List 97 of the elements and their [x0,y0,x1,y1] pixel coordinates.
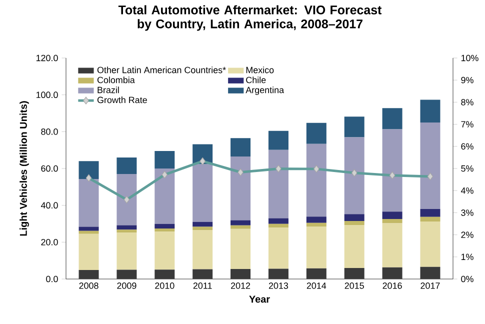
bar [420,122,440,210]
y2-tick-label: 3% [461,210,474,216]
bar [306,122,326,144]
y-tick-label: 100.0 [36,92,58,98]
bar [344,268,364,279]
legend-label: Growth Rate [97,96,147,104]
bar [78,226,99,231]
y2-tick-label: 9% [461,76,474,84]
bar [230,225,251,229]
bar [154,224,175,229]
bar [268,224,288,228]
bar [116,232,137,270]
bar [116,225,137,230]
y2-tick-label: 2% [461,232,474,238]
bar [78,230,99,234]
y-axis-title: Light Vehicles (Million Units) [20,101,29,236]
y2-tick-label: 5% [461,165,474,172]
bar [192,222,213,227]
bar [154,168,175,224]
bar [382,212,402,219]
x-tick-label: 2008 [79,282,98,289]
bar [116,157,137,174]
bar [192,269,213,279]
bar [192,226,213,230]
bar [192,164,213,222]
bar [420,100,440,122]
bar [116,230,137,233]
bar [420,266,440,279]
bar [78,270,99,279]
x-tick-label: 2016 [382,282,402,289]
bar [116,270,137,279]
x-tick-label: 2013 [268,282,288,289]
x-axis-title: Year [249,296,270,303]
x-tick-label: 2015 [344,282,364,289]
y-tick-label: 40.0 [40,202,58,209]
bar [192,230,213,270]
bar [230,138,251,157]
bar [154,228,175,232]
y-tick-label: 120.0 [36,54,58,62]
y2-tick-label: 7% [461,121,474,128]
x-tick-label: 2012 [231,282,250,289]
bar [268,130,288,150]
bar [268,228,288,269]
y2-tick-label: 1% [461,254,474,260]
chart-title: Total Automotive Aftermarket: VIO Forecast by Country, Latin America, 2008–2017 [118,5,382,31]
legend-label: Other Latin American Countries* [97,66,226,74]
bar [306,222,326,227]
bar [306,226,326,268]
y-tick-label: 20.0 [41,238,58,246]
bar [382,218,402,224]
bar [306,268,326,279]
bar [420,216,440,222]
bar [154,270,175,279]
x-tick-label: 2009 [117,282,136,289]
y2-tick-label: 8% [461,99,474,106]
x-tick-label: 2011 [193,282,212,289]
legend-label: Argentina [246,86,284,95]
y-tick-label: 0.0 [46,276,58,282]
bar [344,225,364,268]
bar [306,216,326,223]
y2-tick-label: 6% [461,143,474,150]
bar [116,174,137,226]
y-tick-label: 80.0 [41,128,58,135]
bar [268,218,288,224]
bar [78,234,99,270]
bar [268,150,288,218]
y-tick-label: 60.0 [41,165,58,172]
bar [78,178,99,227]
bar [382,223,402,268]
x-tick-label: 2017 [420,282,440,289]
bar [344,116,364,138]
x-tick-label: 2010 [155,282,174,289]
bar [306,144,326,217]
bar [230,156,251,220]
bar [382,267,402,279]
y2-tick-label: 0% [461,276,474,282]
bar [420,222,440,267]
bar [344,220,364,226]
y2-tick-label: 10% [461,54,478,62]
bar [268,268,288,279]
bar [344,214,364,221]
x-tick-label: 2014 [306,282,326,289]
bar [230,220,251,226]
bar [420,209,440,217]
legend-label: Chile [246,76,266,84]
legend-label: Brazil [98,86,119,94]
bar [382,108,402,130]
bar [344,137,364,214]
bar [382,129,402,212]
bar [154,232,175,270]
bar [230,269,251,279]
legend-label: Mexico [246,66,274,74]
legend-label: Colombia [97,76,135,84]
bar [78,161,99,179]
bar [230,228,251,270]
y2-tick-label: 4% [460,187,474,194]
bar [154,151,175,168]
